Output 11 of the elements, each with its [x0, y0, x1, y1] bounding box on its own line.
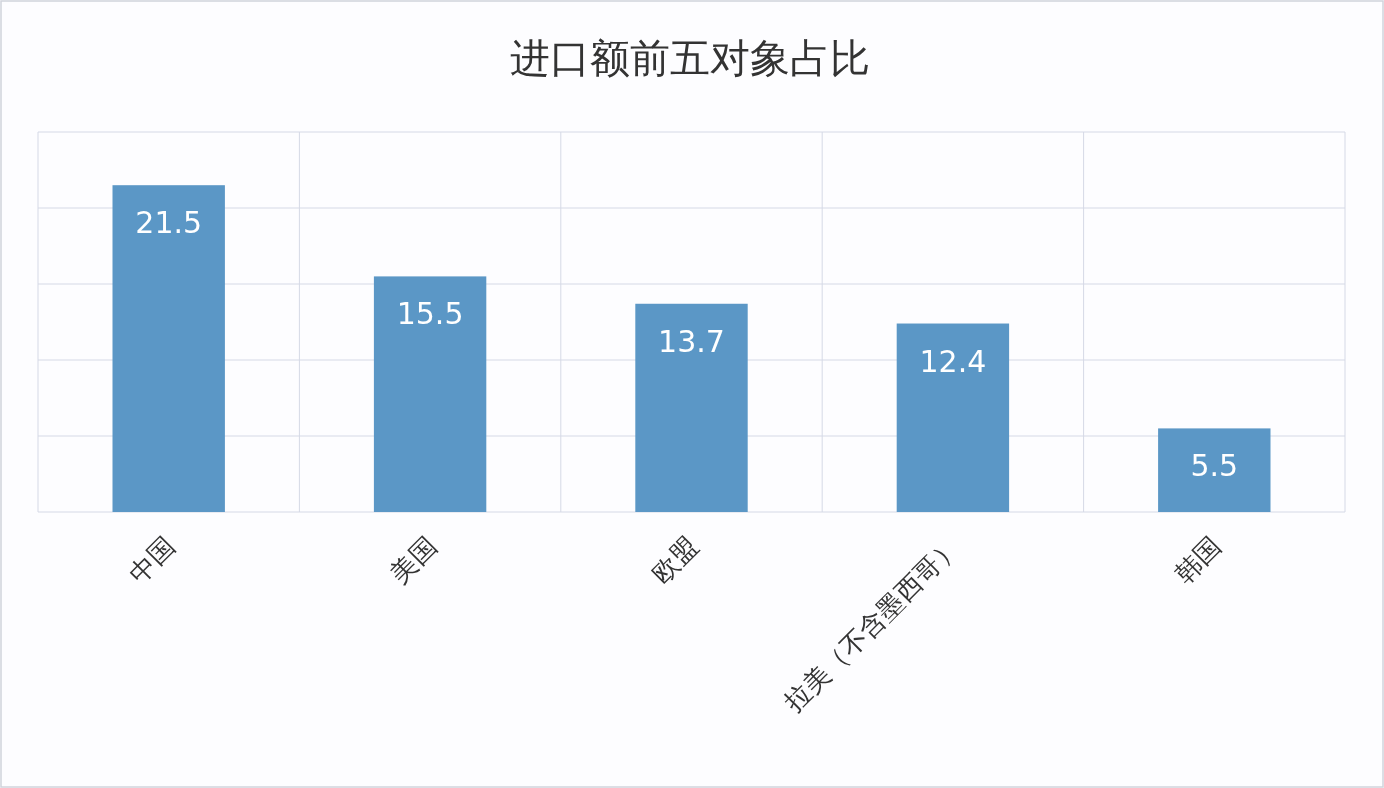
data-label: 21.5 — [135, 205, 203, 241]
x-tick-label: 韩国 — [1168, 531, 1227, 590]
x-tick-label: 中国 — [122, 531, 181, 590]
data-label: 12.4 — [919, 343, 987, 379]
data-label: 15.5 — [396, 296, 464, 332]
x-tick-label: 欧盟 — [645, 531, 704, 590]
chart-title: 进口额前五对象占比 — [510, 35, 870, 81]
x-tick-label: 美国 — [384, 531, 443, 590]
data-label: 5.5 — [1190, 448, 1239, 484]
data-label: 13.7 — [658, 323, 725, 359]
x-tick-label: 拉美（不含墨西哥） — [778, 531, 966, 718]
